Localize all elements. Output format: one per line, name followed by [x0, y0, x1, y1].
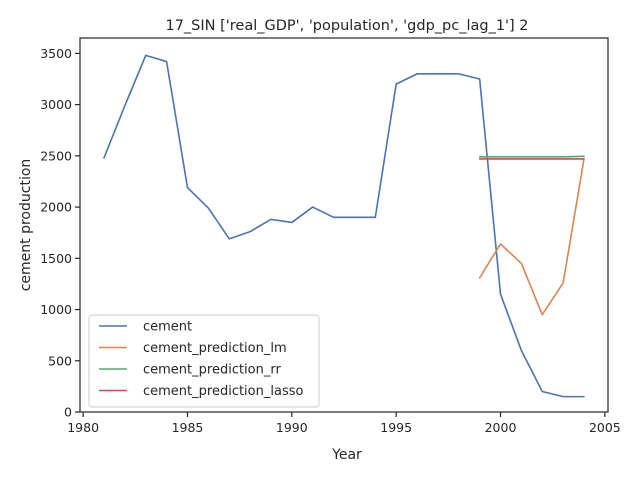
plot-lines: [103, 54, 585, 398]
y-tick-label: 0: [64, 405, 72, 420]
chart-title: 17_SIN ['real_GDP', 'population', 'gdp_p…: [165, 18, 528, 34]
legend-label: cement: [143, 320, 192, 335]
x-tick-label: 1990: [276, 420, 308, 435]
x-tick-label: 2005: [589, 420, 621, 435]
y-tick-label: 1000: [40, 302, 72, 317]
y-tick-label: 1500: [40, 251, 72, 266]
legend: cement cement_prediction_lm cement_predict…: [88, 314, 320, 408]
x-tick-label: 1985: [172, 420, 204, 435]
series-line-cement-prediction-lm: [478, 158, 585, 316]
y-axis: 0 500 1000 1500 2000 2500 3000 3500: [40, 46, 80, 420]
x-axis: 1980 1985 1990 1995 2000 2005: [67, 412, 621, 435]
y-tick-label: 500: [48, 353, 72, 368]
y-tick-label: 3000: [40, 97, 72, 112]
legend-label: cement_prediction_lasso: [143, 384, 303, 399]
y-tick-label: 3500: [40, 46, 72, 61]
x-axis-label: Year: [331, 447, 362, 463]
legend-label: cement_prediction_lm: [143, 341, 287, 356]
series-line-cement-prediction-rr: [478, 155, 585, 158]
y-tick-label: 2500: [40, 148, 72, 163]
legend-box: [88, 314, 320, 408]
x-tick-label: 2000: [485, 420, 517, 435]
series-line-cement: [103, 54, 585, 398]
x-tick-label: 1980: [67, 420, 99, 435]
legend-label: cement_prediction_rr: [143, 363, 281, 378]
plot-frame: [79, 37, 609, 413]
y-axis-label: cement production: [18, 159, 34, 292]
y-tick-label: 2000: [40, 200, 72, 215]
x-tick-label: 1995: [380, 420, 412, 435]
